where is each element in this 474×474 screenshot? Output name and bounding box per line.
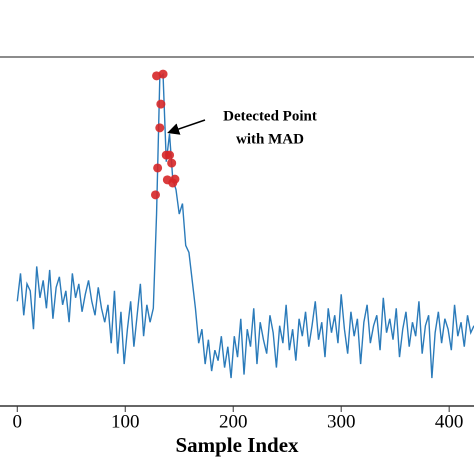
- x-tick-label: 300: [327, 411, 356, 432]
- x-tick-label: 400: [435, 411, 464, 432]
- x-axis-label: Sample Index: [175, 433, 299, 457]
- detected-point: [158, 69, 168, 79]
- x-tick-label: 100: [111, 411, 140, 432]
- detected-point: [167, 158, 177, 168]
- annotation-arrow: [167, 119, 206, 135]
- detected-point: [165, 150, 175, 160]
- detected-point: [153, 163, 163, 173]
- detected-point: [168, 178, 178, 188]
- data-line: [16, 72, 474, 379]
- detected-point: [155, 123, 165, 133]
- annotation-line: with MAD: [236, 131, 304, 147]
- x-tick-label: 200: [219, 411, 248, 432]
- detected-point: [156, 99, 166, 109]
- x-tick-label: 0: [13, 411, 23, 432]
- annotation-line: Detected Point: [223, 108, 317, 124]
- detected-point: [150, 190, 160, 200]
